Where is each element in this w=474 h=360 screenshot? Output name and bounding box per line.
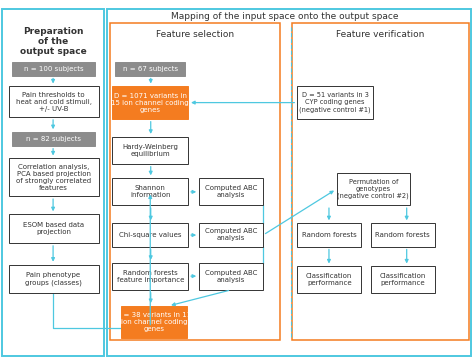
Text: D = 1071 variants in
15 ion channel coding
genes: D = 1071 variants in 15 ion channel codi… (111, 93, 189, 113)
Text: Random forests
feature importance: Random forests feature importance (117, 270, 184, 283)
FancyBboxPatch shape (371, 223, 435, 247)
Text: Pain phenotype
groups (classes): Pain phenotype groups (classes) (25, 272, 82, 286)
Text: Classification
performance: Classification performance (380, 273, 426, 287)
Text: Shannon
information: Shannon information (130, 185, 171, 198)
Text: Feature selection: Feature selection (156, 30, 234, 39)
FancyBboxPatch shape (297, 266, 361, 293)
Text: Computed ABC
analysis: Computed ABC analysis (205, 185, 257, 198)
FancyBboxPatch shape (121, 306, 187, 338)
Text: Permutation of
genotypes
(negative control #2): Permutation of genotypes (negative contr… (337, 179, 409, 199)
Text: Computed ABC
analysis: Computed ABC analysis (205, 228, 257, 242)
FancyBboxPatch shape (9, 214, 99, 243)
FancyBboxPatch shape (199, 178, 263, 205)
FancyBboxPatch shape (112, 178, 188, 205)
Text: Mapping of the input space onto the output space: Mapping of the input space onto the outp… (171, 12, 398, 21)
Text: Random forests: Random forests (302, 232, 356, 238)
FancyBboxPatch shape (337, 173, 410, 205)
Text: Random forests: Random forests (375, 232, 430, 238)
FancyBboxPatch shape (12, 62, 95, 76)
Text: n = 100 subjects: n = 100 subjects (24, 66, 83, 72)
FancyBboxPatch shape (371, 266, 435, 293)
FancyBboxPatch shape (112, 223, 188, 247)
FancyBboxPatch shape (115, 62, 185, 76)
FancyBboxPatch shape (9, 86, 99, 117)
Text: Pain thresholds to
heat and cold stimuli,
+/- UV-B: Pain thresholds to heat and cold stimuli… (16, 92, 91, 112)
Text: n = 82 subjects: n = 82 subjects (26, 136, 81, 142)
FancyBboxPatch shape (112, 86, 188, 119)
FancyBboxPatch shape (297, 223, 361, 247)
FancyBboxPatch shape (112, 263, 188, 290)
Text: n = 67 subjects: n = 67 subjects (123, 66, 178, 72)
Text: Preparation
of the
output space: Preparation of the output space (20, 27, 86, 56)
FancyBboxPatch shape (199, 223, 263, 247)
Text: D = 38 variants in 11
ion channel coding
genes: D = 38 variants in 11 ion channel coding… (117, 312, 191, 332)
Text: Classification
performance: Classification performance (306, 273, 352, 287)
FancyBboxPatch shape (9, 265, 99, 293)
FancyBboxPatch shape (9, 158, 99, 196)
FancyBboxPatch shape (112, 137, 188, 164)
Text: D = 51 variants in 3
CYP coding genes
(negative control #1): D = 51 variants in 3 CYP coding genes (n… (299, 93, 371, 113)
Text: Computed ABC
analysis: Computed ABC analysis (205, 270, 257, 283)
Text: Hardy-Weinberg
equilibrium: Hardy-Weinberg equilibrium (122, 144, 178, 157)
Text: Feature verification: Feature verification (336, 30, 424, 39)
FancyBboxPatch shape (297, 86, 373, 119)
FancyBboxPatch shape (12, 132, 95, 146)
Text: ESOM based data
projection: ESOM based data projection (23, 222, 84, 235)
FancyBboxPatch shape (199, 263, 263, 290)
Text: Chi-square values: Chi-square values (119, 232, 182, 238)
Text: Correlation analysis,
PCA based projection
of strongly correlated
features: Correlation analysis, PCA based projecti… (16, 164, 91, 191)
